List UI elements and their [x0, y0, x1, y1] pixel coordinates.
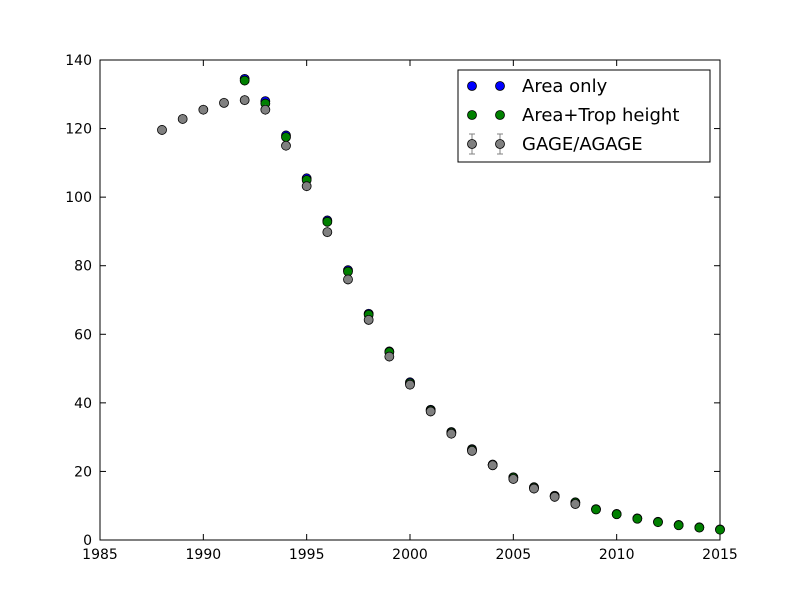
point-area-trop-height — [611, 509, 622, 520]
point-area-trop-height — [715, 524, 725, 535]
point-area-trop-height — [694, 522, 705, 533]
legend-marker-area-trop-height — [495, 110, 505, 120]
data-markers — [157, 73, 725, 535]
point-gage-agage — [301, 181, 312, 192]
point-area-trop-height — [632, 513, 643, 524]
x-tick-label: 2010 — [599, 547, 635, 563]
y-axis: 0 20 40 60 80 100 120 140 — [65, 53, 720, 549]
point-gage-agage — [384, 351, 395, 362]
x-tick-label: 2000 — [392, 547, 428, 563]
point-gage-agage — [487, 460, 498, 471]
x-tick-label: 1995 — [289, 547, 325, 563]
point-gage-agage — [281, 140, 291, 151]
point-gage-agage — [343, 274, 353, 285]
point-gage-agage — [549, 491, 560, 502]
legend-label-area-only: Area only — [522, 76, 608, 97]
y-tick-label: 20 — [74, 464, 92, 480]
x-tick-label: 1990 — [186, 547, 222, 563]
point-gage-agage — [425, 406, 436, 417]
point-gage-agage — [177, 114, 188, 124]
legend-label-gage-agage: GAGE/AGAGE — [522, 134, 643, 155]
point-gage-agage — [157, 125, 167, 135]
point-area-trop-height — [591, 504, 601, 515]
point-gage-agage — [529, 483, 539, 494]
point-gage-agage — [508, 474, 519, 484]
point-gage-agage — [405, 379, 415, 390]
y-tick-label: 60 — [74, 327, 92, 343]
legend-marker-area-only — [495, 81, 505, 91]
point-gage-agage — [467, 445, 477, 456]
point-area-trop-height — [322, 216, 333, 227]
point-gage-agage — [239, 95, 250, 106]
x-tick-label: 1985 — [82, 547, 118, 563]
legend-marker-gage-agage — [495, 139, 505, 149]
x-tick-label: 2005 — [496, 547, 532, 563]
y-tick-label: 100 — [65, 190, 92, 206]
y-tick-label: 0 — [83, 533, 92, 549]
legend-marker-gage-agage — [467, 139, 477, 149]
point-gage-agage — [570, 499, 581, 509]
y-tick-label: 120 — [65, 122, 92, 138]
y-tick-label: 140 — [65, 53, 92, 69]
legend-marker-area-only — [467, 81, 477, 91]
point-gage-agage — [446, 428, 457, 439]
x-tick-label: 2015 — [702, 547, 738, 563]
point-area-trop-height — [653, 517, 663, 528]
y-tick-label: 80 — [74, 259, 92, 275]
legend-label-area-trop-height: Area+Trop height — [522, 105, 679, 126]
y-tick-label: 40 — [74, 396, 92, 412]
point-gage-agage — [260, 104, 271, 115]
point-gage-agage — [219, 97, 229, 108]
point-gage-agage — [198, 104, 209, 115]
point-area-trop-height — [239, 75, 250, 86]
x-axis: 1985 1990 1995 2000 2005 2010 2015 — [82, 60, 738, 563]
point-gage-agage — [363, 314, 374, 325]
legend: Area only Area+Trop height GAGE/AGAGE — [457, 69, 711, 163]
legend-marker-area-trop-height — [467, 110, 477, 120]
point-area-trop-height — [281, 132, 291, 143]
point-gage-agage — [322, 227, 333, 238]
point-area-trop-height — [673, 520, 684, 531]
